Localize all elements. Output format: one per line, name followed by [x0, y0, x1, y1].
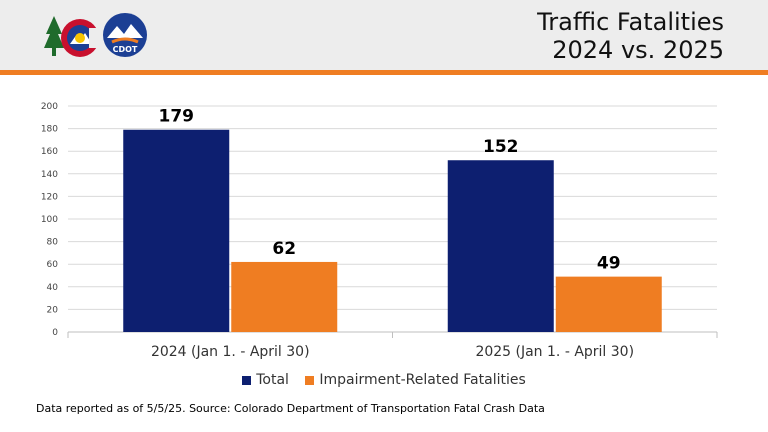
y-tick-label: 20: [47, 305, 59, 315]
y-tick-label: 200: [41, 102, 58, 112]
y-tick-label: 100: [41, 215, 58, 225]
y-tick-label: 180: [41, 125, 58, 135]
y-tick-label: 0: [52, 328, 58, 338]
y-tick-label: 60: [47, 260, 59, 270]
y-tick-label: 80: [47, 238, 59, 248]
title-line-2: 2024 vs. 2025: [552, 36, 724, 64]
x-category-label-0: 2024 (Jan 1. - April 30): [151, 344, 310, 360]
legend-swatch-total: [242, 375, 252, 385]
data-label-impairment-0: 62: [272, 239, 296, 259]
legend-label-impairment: Impairment-Related Fatalities: [319, 372, 526, 388]
bar-total-1: [447, 160, 554, 332]
cdot-logo-text: CDOT: [113, 45, 138, 54]
data-label-total-1: 152: [483, 137, 519, 157]
y-tick-label: 40: [47, 283, 59, 293]
data-label-impairment-1: 49: [597, 254, 621, 274]
legend: Total Impairment-Related Fatalities: [0, 372, 768, 389]
data-labels: 179 62 152 49: [159, 107, 621, 274]
x-axis-labels: 2024 (Jan 1. - April 30) 2025 (Jan 1. - A…: [151, 344, 634, 360]
y-axis-ticks: 0 20 40 60 80 100 120 140 160 180 200: [41, 102, 58, 338]
bars: [123, 129, 662, 332]
data-label-total-0: 179: [159, 107, 195, 127]
colorado-logo-icon: [44, 16, 100, 57]
page-title: Traffic Fatalities 2024 vs. 2025: [537, 8, 724, 64]
y-tick-label: 140: [41, 170, 58, 180]
y-tick-label: 160: [41, 147, 58, 157]
legend-item-total: Total: [242, 372, 289, 388]
bar-impairment-1: [555, 276, 662, 332]
bar-chart: 0 20 40 60 80 100 120 140 160 180 200 179 62 152 49 2…: [41, 102, 718, 360]
source-footnote: Data reported as of 5/5/25. Source: Colo…: [36, 402, 545, 415]
title-line-1: Traffic Fatalities: [537, 8, 724, 36]
cdot-logo-icon: CDOT: [103, 13, 147, 57]
y-tick-label: 120: [41, 192, 58, 202]
x-category-label-1: 2025 (Jan 1. - April 30): [475, 344, 634, 360]
legend-swatch-impairment: [305, 375, 315, 385]
header-accent-bar: [0, 70, 768, 75]
bar-total-0: [123, 129, 230, 332]
legend-label-total: Total: [256, 372, 289, 388]
legend-item-impairment: Impairment-Related Fatalities: [305, 372, 526, 388]
bar-impairment-0: [231, 261, 338, 332]
